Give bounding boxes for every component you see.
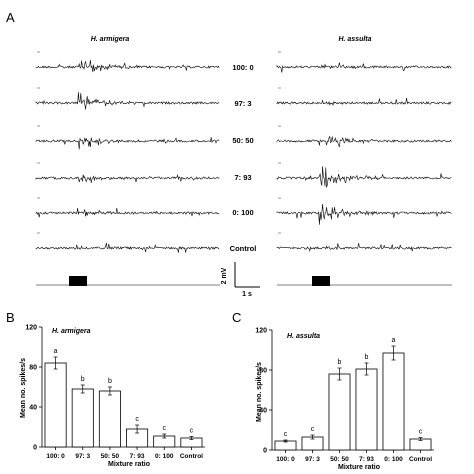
chart-b-category-label: 50: 50 [101, 453, 120, 460]
chart-b-xlabel: Mixture ratio [108, 461, 150, 468]
stimulus-marker-left [69, 276, 87, 286]
chart-b-category-label: 97: 3 [75, 453, 90, 460]
trace-left-row-6 [35, 242, 220, 253]
chart-b-ytick-label: 0 [33, 445, 37, 452]
chart-b-ytick-label: 80 [29, 365, 37, 372]
ratio-label-5: 0: 100 [232, 208, 253, 217]
chart-b-significance-letter: c [190, 428, 194, 435]
trace-left-row-2 [35, 92, 220, 110]
chart-c-category-label: 0: 100 [384, 456, 403, 463]
chart-c-significance-letter: b [338, 359, 342, 366]
chart-b-bar [98, 390, 121, 448]
chart-c-title: H. assulta [287, 333, 320, 340]
chart-b-category-label: 100: 0 [46, 453, 65, 460]
traces-right [276, 51, 452, 286]
chart-c-category-label: 100: 0 [276, 456, 295, 463]
ratio-label-1: 100: 0 [232, 63, 253, 72]
chart-c-ytick-label: 120 [255, 328, 267, 335]
chart-b-significance-letter: b [81, 376, 85, 383]
trace-left-row-5 [35, 207, 220, 218]
trace-right-row-6 [276, 243, 452, 253]
scale-label-s: 1 s [242, 291, 252, 298]
chart-b-category-label: Control [180, 453, 203, 460]
chart-c-category-label: Control [409, 456, 432, 463]
chart-c-category-label: 7: 93 [359, 456, 374, 463]
chart-b-category-label: 7: 93 [130, 453, 145, 460]
ratio-label-4: 7: 93 [234, 173, 251, 182]
chart-b-significance-letter: a [54, 348, 58, 355]
trace-right-row-4 [276, 166, 452, 188]
trace-left-row-3 [35, 137, 220, 150]
trace-left-row-4 [35, 174, 220, 183]
chart-b-bar [44, 362, 67, 448]
chart-c-bar [355, 368, 378, 451]
ratio-label-6: Control [230, 244, 257, 253]
trace-left-row-1 [35, 60, 220, 73]
chart-c-significance-letter: c [311, 426, 315, 433]
scale-bar [234, 262, 260, 288]
stimulus-marker-right [312, 276, 330, 286]
panel-label-c: C [232, 310, 241, 325]
chart-c-ytick-label: 40 [259, 408, 267, 415]
chart-c-significance-letter: c [419, 429, 423, 436]
chart-c-xlabel: Mixture ratio [338, 464, 380, 471]
trace-title-left: H. armigera [91, 36, 130, 43]
chart-b-ylabel: Mean no. spikes/s [20, 358, 27, 418]
chart-b-category-label: 0: 100 [155, 453, 174, 460]
panel-label-b: B [6, 310, 15, 325]
ratio-label-3: 50: 50 [232, 136, 253, 145]
chart-c-bar [328, 373, 351, 451]
trace-right-row-1 [276, 62, 452, 73]
chart-c-category-label: 97: 3 [305, 456, 320, 463]
chart-h-armigera: 0 40 80 120 a 100: 0 b 97: 3 b 50: 50 c 7: 93 c 0: 10… [25, 325, 205, 460]
chart-b-title: H. armigera [52, 328, 91, 335]
panel-label-a: A [6, 10, 15, 25]
trace-right-row-3 [276, 135, 452, 148]
chart-c-ytick-label: 0 [263, 448, 267, 455]
chart-b-significance-letter: c [135, 416, 139, 423]
chart-b-significance-letter: b [108, 378, 112, 385]
traces-left [35, 51, 220, 286]
chart-b-bar [71, 388, 94, 448]
scale-label-mv: 2 mV [221, 267, 228, 284]
trace-right-row-2 [276, 97, 452, 107]
chart-c-significance-letter: a [392, 337, 396, 344]
trace-title-right: H. assulta [338, 36, 371, 43]
chart-c-significance-letter: b [365, 354, 369, 361]
chart-c-ylabel: Mean no. spikes/s [256, 362, 263, 422]
chart-h-assulta: 0 40 80 120 c 100: 0 c 97: 3 b 50: 50 b 7: 93 a 0: 10… [255, 328, 434, 463]
chart-b-significance-letter: c [163, 425, 167, 432]
chart-b-ytick-label: 120 [25, 325, 37, 332]
chart-c-bar [382, 352, 405, 451]
trace-right-row-5 [276, 203, 452, 225]
chart-b-ytick-label: 40 [29, 405, 37, 412]
ratio-label-2: 97: 3 [234, 99, 251, 108]
chart-c-significance-letter: c [284, 431, 288, 438]
chart-c-category-label: 50: 50 [330, 456, 349, 463]
chart-c-ytick-label: 80 [259, 368, 267, 375]
